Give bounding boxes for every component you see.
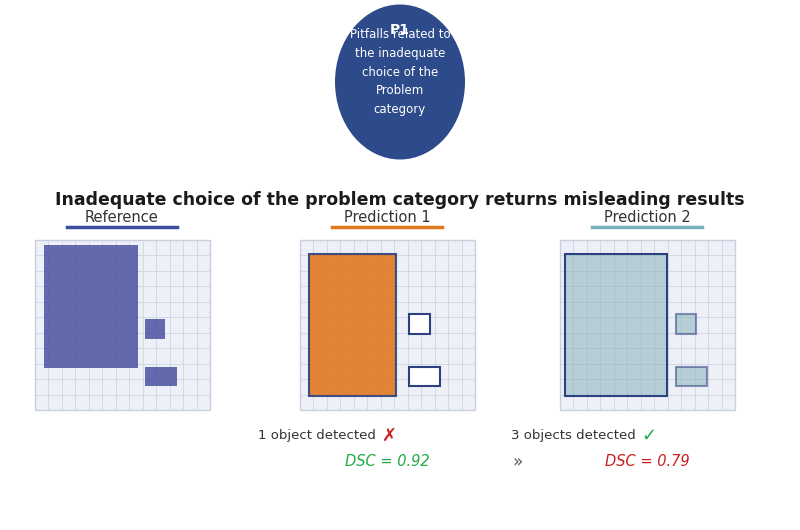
Text: Prediction 2: Prediction 2	[604, 210, 690, 225]
Bar	[146, 367, 177, 386]
Bar	[675, 314, 696, 333]
Bar	[300, 240, 475, 410]
Text: Pitfalls related to
the inadequate
choice of the
Problem
category: Pitfalls related to the inadequate choic…	[350, 29, 450, 116]
Text: DSC = 0.79: DSC = 0.79	[605, 455, 690, 470]
Ellipse shape	[335, 4, 465, 160]
Text: ✓: ✓	[642, 427, 657, 445]
Bar	[44, 245, 138, 367]
Bar	[560, 240, 735, 410]
Text: 1 object detected: 1 object detected	[258, 428, 375, 441]
Bar	[566, 253, 666, 396]
Bar	[146, 319, 166, 339]
Text: ✗: ✗	[382, 427, 397, 445]
Bar	[309, 253, 396, 396]
Bar	[566, 253, 666, 396]
Text: DSC = 0.92: DSC = 0.92	[345, 455, 430, 470]
Bar	[409, 314, 430, 333]
Text: »: »	[512, 453, 522, 471]
Bar	[409, 367, 440, 386]
Bar	[675, 367, 707, 386]
Text: 3 objects detected: 3 objects detected	[510, 428, 635, 441]
Text: Inadequate choice of the problem category returns misleading results: Inadequate choice of the problem categor…	[55, 191, 745, 209]
Text: Reference: Reference	[85, 210, 159, 225]
Bar	[35, 240, 210, 410]
Text: P1: P1	[390, 23, 410, 37]
Text: Prediction 1: Prediction 1	[344, 210, 430, 225]
